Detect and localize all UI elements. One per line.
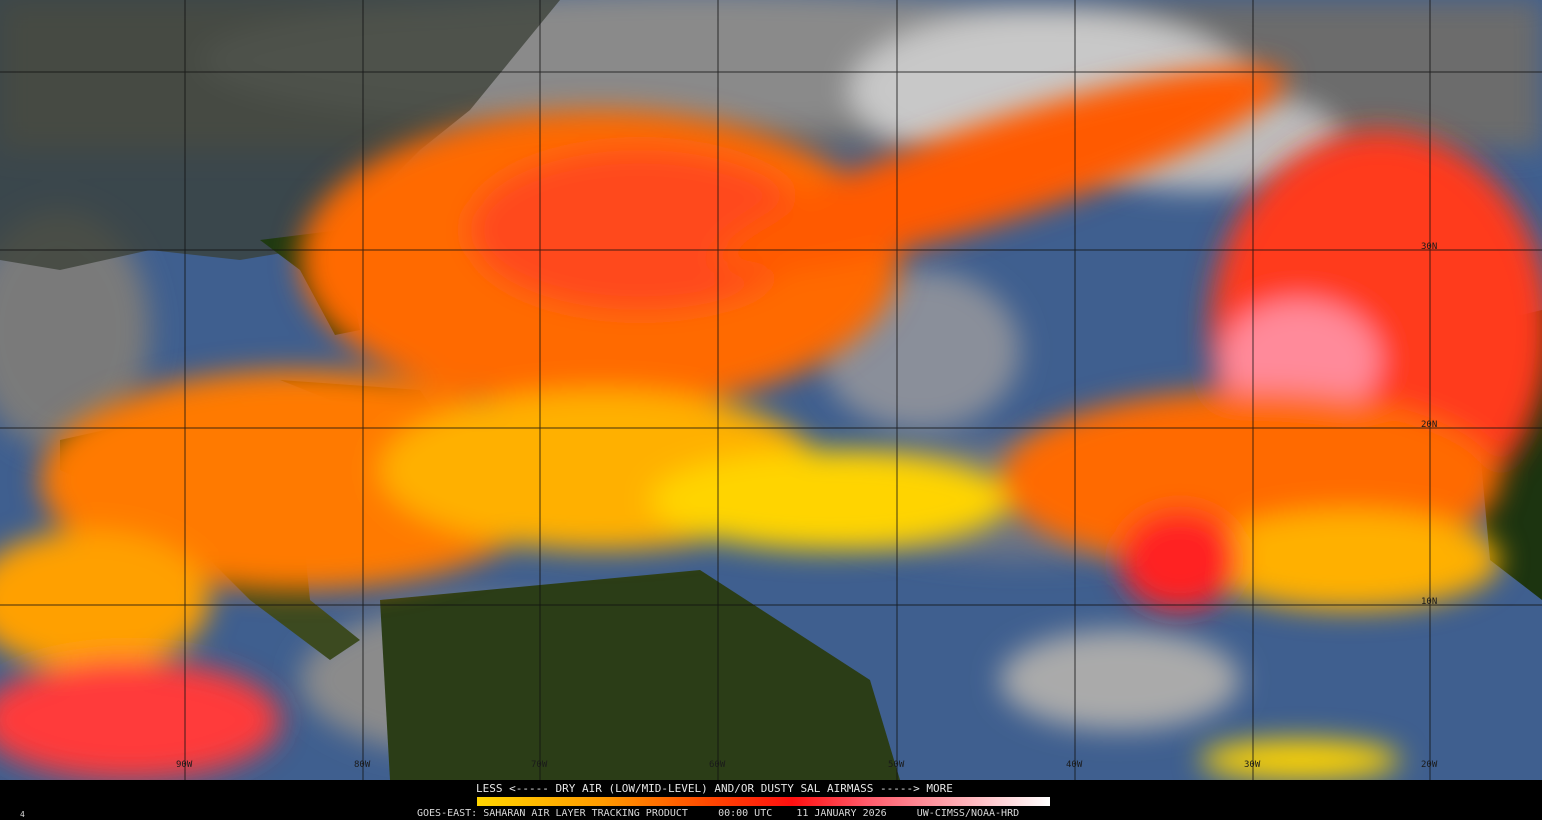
lon-label: 80W: [354, 760, 371, 770]
lat-label: 10N: [1421, 597, 1438, 607]
lon-label: 50W: [888, 760, 905, 770]
lon-label: 90W: [176, 760, 193, 770]
lon-label: 40W: [1066, 760, 1083, 770]
lat-label: 30N: [1421, 242, 1438, 252]
satellite-name: GOES-EAST:: [417, 808, 478, 819]
legend-title: LESS <----- DRY AIR (LOW/MID-LEVEL) AND/…: [476, 782, 953, 795]
lat-label: 20N: [1421, 420, 1438, 430]
legend-footer: LESS <----- DRY AIR (LOW/MID-LEVEL) AND/…: [0, 780, 1542, 820]
lon-label: 70W: [531, 760, 548, 770]
lat-lon-grid: [0, 0, 1542, 780]
product-name: SAHARAN AIR LAYER TRACKING PRODUCT: [483, 808, 688, 819]
lon-label: 30W: [1244, 760, 1261, 770]
legend-colorbar: [477, 797, 1050, 806]
product-date: 11 JANUARY 2026: [796, 808, 887, 819]
lon-label: 60W: [709, 760, 726, 770]
satellite-map: 90W 80W 70W 60W 50W 40W 30W 20W 30N 20N …: [0, 0, 1542, 780]
lon-label: 20W: [1421, 760, 1438, 770]
product-time: 00:00 UTC: [718, 808, 773, 819]
product-credit: UW-CIMSS/NOAA-HRD: [916, 808, 1020, 819]
product-line: GOES-EAST: SAHARAN AIR LAYER TRACKING PR…: [417, 808, 1019, 819]
map-imagery: [0, 0, 1542, 780]
sal-airmass-layer: [0, 65, 1542, 780]
corner-mark: 4: [20, 810, 25, 819]
